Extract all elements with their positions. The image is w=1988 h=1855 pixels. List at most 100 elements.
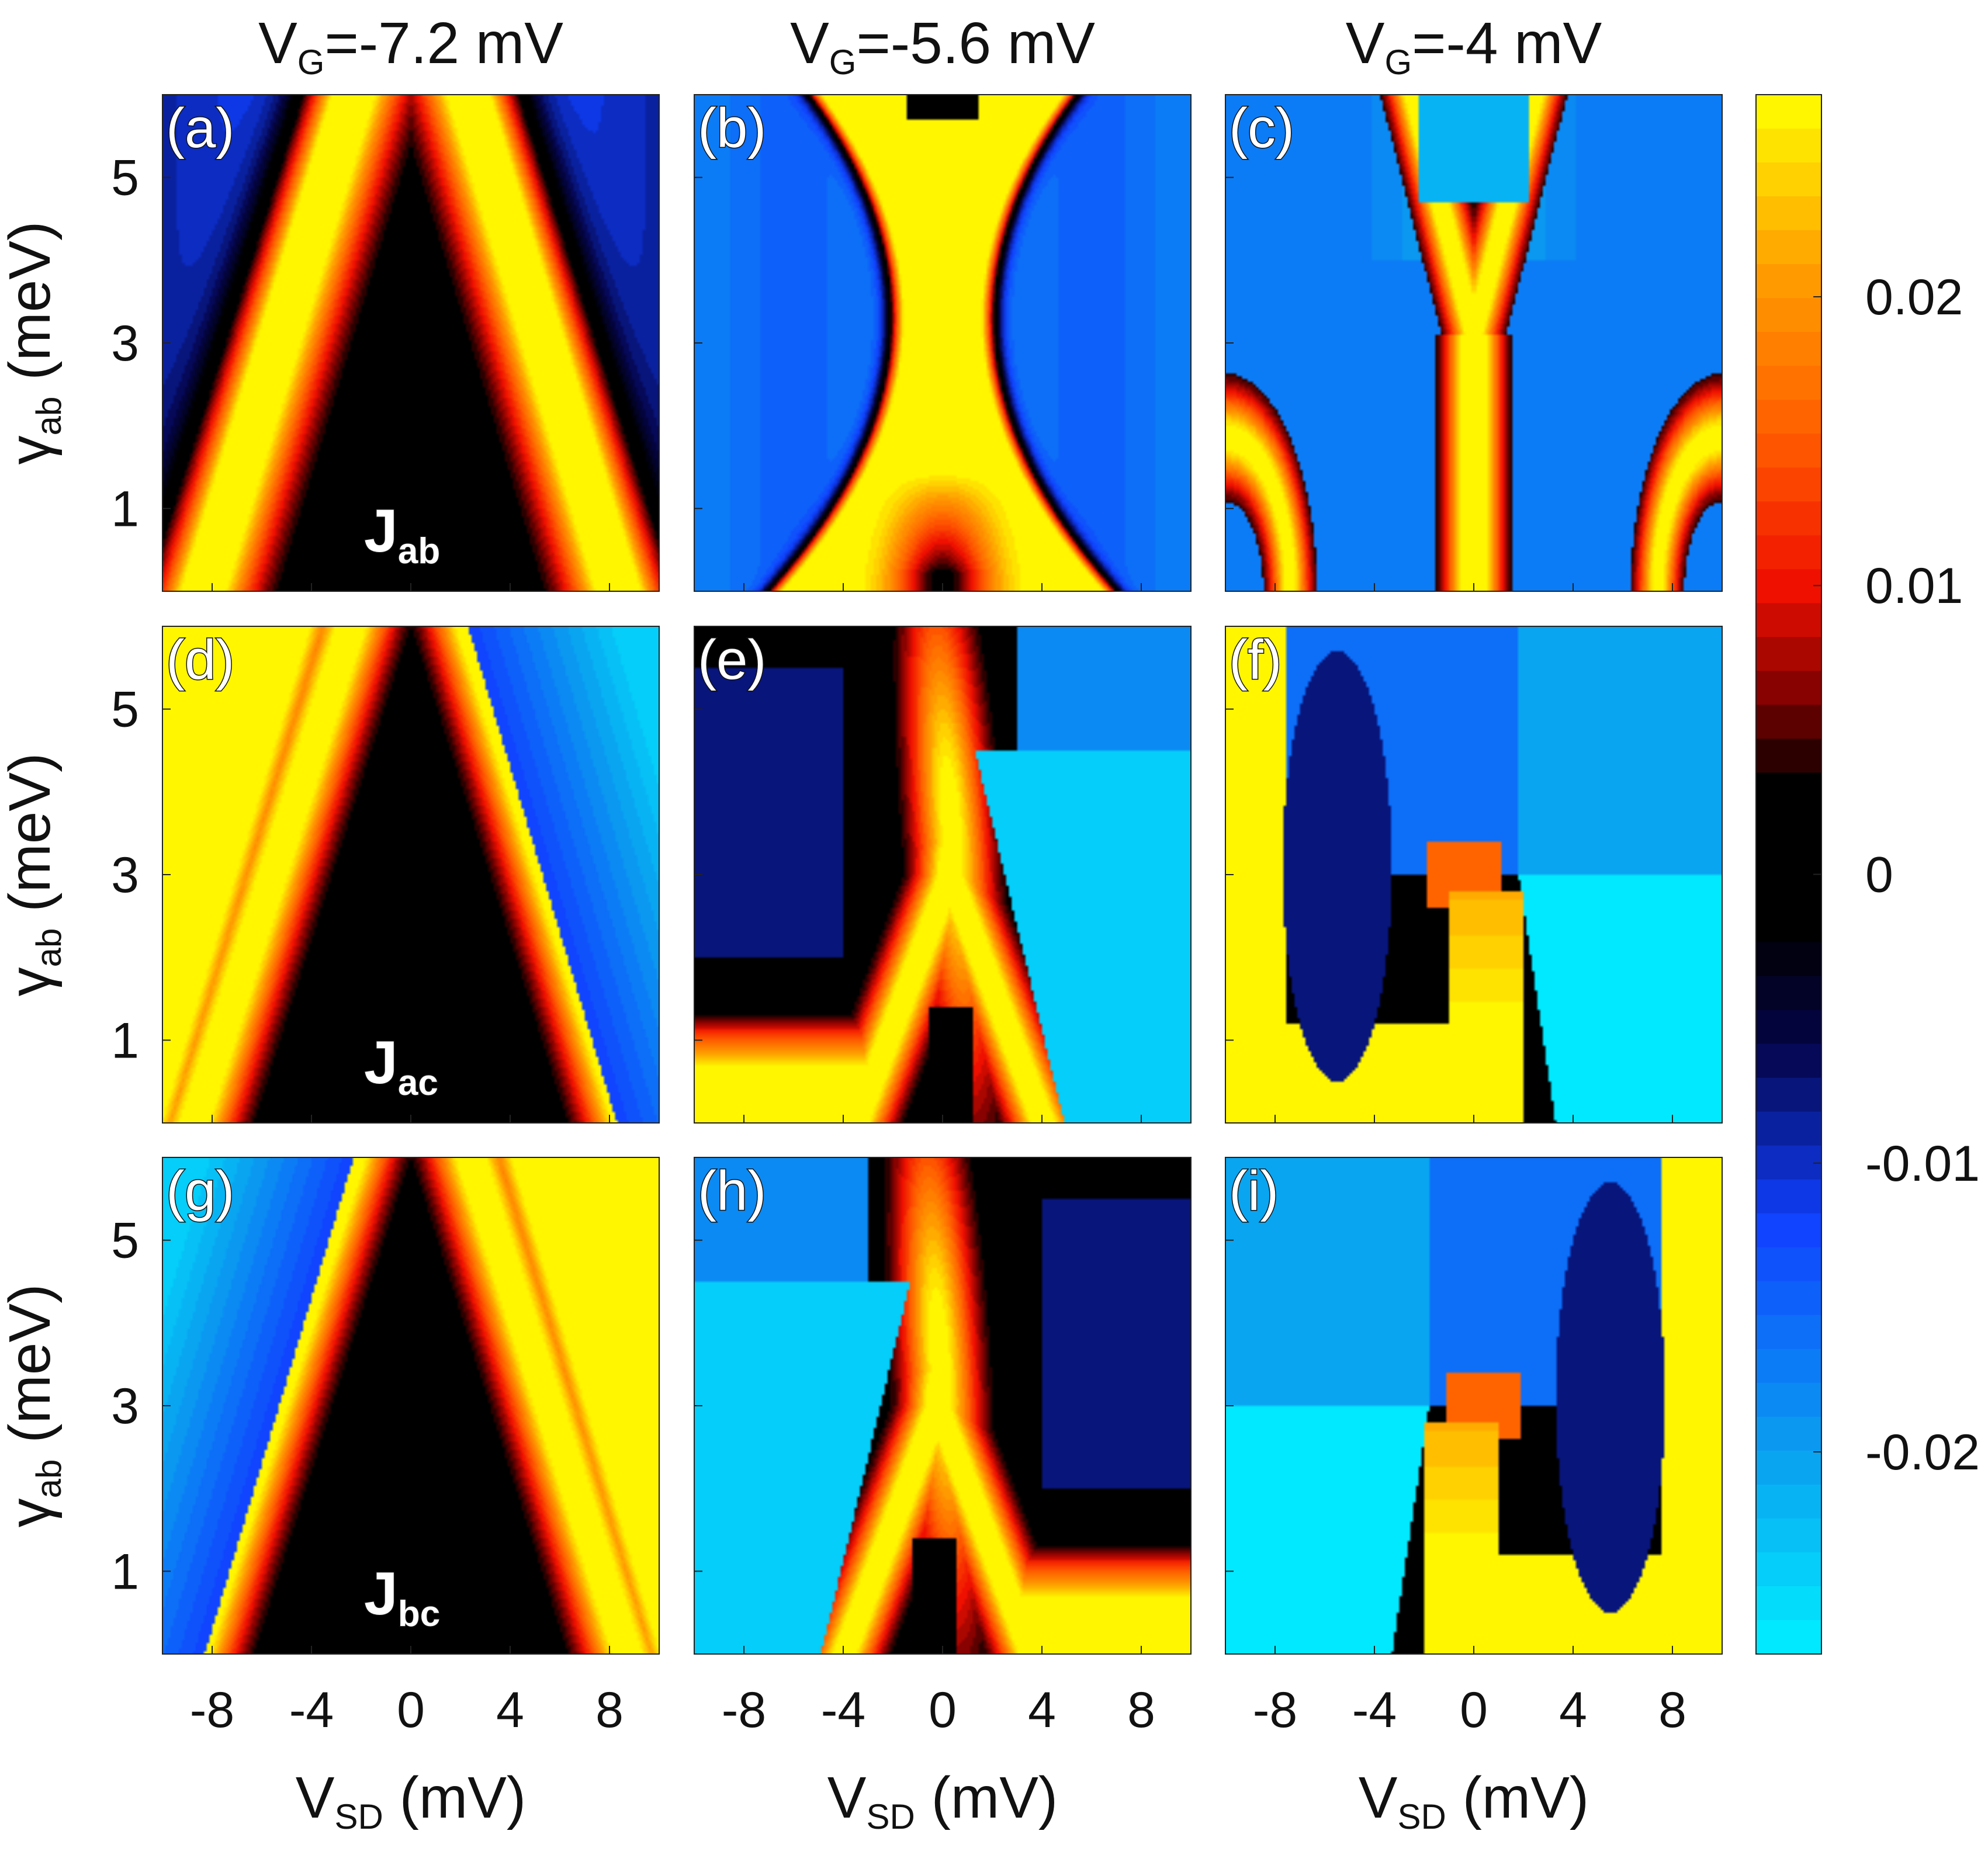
panel-label: (b) [698, 97, 766, 160]
colorbar-segment [1756, 1315, 1821, 1350]
column-title: VG=-5.6 mV [790, 11, 1095, 82]
panel-e: (e) [694, 626, 1192, 1124]
y-axis-label: γab (meV) [0, 221, 68, 465]
colorbar-segment [1756, 1484, 1821, 1519]
x-tick-label: 0 [397, 1682, 425, 1738]
x-tick-label: 0 [1460, 1682, 1488, 1738]
colorbar-segment [1756, 95, 1821, 130]
y-tick-label: 1 [111, 1544, 139, 1600]
panel-b: (b) [694, 94, 1192, 592]
x-tick-label: -4 [289, 1682, 334, 1738]
colorbar-segment [1756, 129, 1821, 164]
heatmap-image [1225, 95, 1722, 591]
heatmap-image [1225, 1157, 1722, 1654]
y-tick-label: 5 [111, 1213, 139, 1269]
colorbar-segment [1756, 1348, 1821, 1384]
heatmap-image [162, 626, 659, 1123]
heatmap-image [1225, 626, 1722, 1123]
colorbar-segment [1756, 874, 1821, 909]
column-title: VG=-7.2 mV [258, 11, 563, 82]
colorbar-segment [1756, 1043, 1821, 1079]
colorbar-tick-label: -0.02 [1865, 1424, 1980, 1480]
column-title: VG=-4 mV [1346, 11, 1602, 82]
panel-g: (g) -8 -4 0 4 8 1 3 5 [111, 1157, 660, 1738]
heatmap-image [694, 95, 1191, 591]
colorbar-segment [1756, 1552, 1821, 1587]
colorbar-segment [1756, 1586, 1821, 1621]
x-tick-label: -8 [190, 1682, 234, 1738]
colorbar-segment [1756, 1416, 1821, 1451]
y-axis-label: γab (meV) [0, 1284, 68, 1528]
heatmap-image [162, 95, 659, 591]
colorbar-segment [1756, 637, 1821, 672]
colorbar-segment [1756, 1450, 1821, 1485]
colorbar: 0.02 0.01 0 -0.01 -0.02 [1755, 94, 1980, 1655]
x-tick-label: 8 [1658, 1682, 1686, 1738]
colorbar-segment [1756, 1111, 1821, 1146]
colorbar-segment [1756, 1145, 1821, 1180]
x-axis-label: VSD (mV) [1359, 1765, 1589, 1836]
colorbar-segment [1756, 1247, 1821, 1282]
colorbar-segment [1756, 569, 1821, 604]
colorbar-segment [1756, 1281, 1821, 1316]
panel-label: (a) [166, 97, 234, 160]
colorbar-segment [1756, 264, 1821, 299]
panel-label: (g) [166, 1160, 234, 1222]
colorbar-segment [1756, 806, 1821, 841]
colorbar-segment [1756, 1010, 1821, 1045]
colorbar-segment [1756, 501, 1821, 536]
panel-label: (e) [698, 629, 766, 691]
panel-a: (a) 1 3 5 [111, 94, 660, 592]
colorbar-segment [1756, 1077, 1821, 1112]
colorbar-segment [1756, 400, 1821, 435]
heatmap-image [694, 626, 1191, 1123]
panel-i: (i) -8 -4 0 4 8 [1225, 1157, 1723, 1738]
x-tick-label: -4 [821, 1682, 865, 1738]
colorbar-segment [1756, 298, 1821, 333]
panel-c: (c) [1225, 94, 1723, 592]
x-tick-label: -8 [1253, 1682, 1297, 1738]
x-tick-label: 4 [1559, 1682, 1587, 1738]
colorbar-tick-label: 0.01 [1865, 558, 1963, 614]
colorbar-segment [1756, 671, 1821, 706]
colorbar-segment [1756, 196, 1821, 231]
x-tick-label: 4 [1028, 1682, 1056, 1738]
x-tick-label: -8 [722, 1682, 766, 1738]
panel-label: (f) [1229, 629, 1282, 691]
heatmap-image [694, 1157, 1191, 1654]
y-tick-label: 3 [111, 1378, 139, 1434]
colorbar-tick-label: 0 [1865, 847, 1893, 903]
panel-label: (d) [166, 629, 234, 691]
colorbar-segment [1756, 535, 1821, 570]
panel-d: (d) 1 3 5 [111, 626, 660, 1124]
x-tick-label: -4 [1352, 1682, 1397, 1738]
colorbar-segment [1756, 603, 1821, 638]
y-tick-label: 5 [111, 682, 139, 738]
colorbar-segment [1756, 162, 1821, 197]
y-tick-label: 5 [111, 150, 139, 206]
colorbar-segment [1756, 1179, 1821, 1214]
colorbar-segment [1756, 434, 1821, 469]
y-tick-label: 1 [111, 481, 139, 537]
x-axis-label: VSD (mV) [827, 1765, 1058, 1836]
colorbar-segment [1756, 772, 1821, 807]
colorbar-tick-label: 0.02 [1865, 269, 1963, 325]
colorbar-segment [1756, 705, 1821, 740]
colorbar-tick-label: -0.01 [1865, 1136, 1980, 1192]
colorbar-segment [1756, 230, 1821, 265]
x-tick-label: 8 [1127, 1682, 1155, 1738]
y-tick-label: 3 [111, 315, 139, 372]
colorbar-segment [1756, 840, 1821, 875]
y-axis-label: γab (meV) [0, 753, 68, 997]
colorbar-segment [1756, 1382, 1821, 1417]
colorbar-segment [1756, 1518, 1821, 1553]
colorbar-segment [1756, 332, 1821, 367]
colorbar-segment [1756, 908, 1821, 943]
heatmap-image [162, 1157, 659, 1654]
row-label: Jbc [364, 1560, 440, 1634]
x-axis-label: VSD (mV) [296, 1765, 526, 1836]
panel-label: (c) [1229, 97, 1294, 160]
panel-h: (h) -8 -4 0 4 8 [694, 1157, 1192, 1738]
